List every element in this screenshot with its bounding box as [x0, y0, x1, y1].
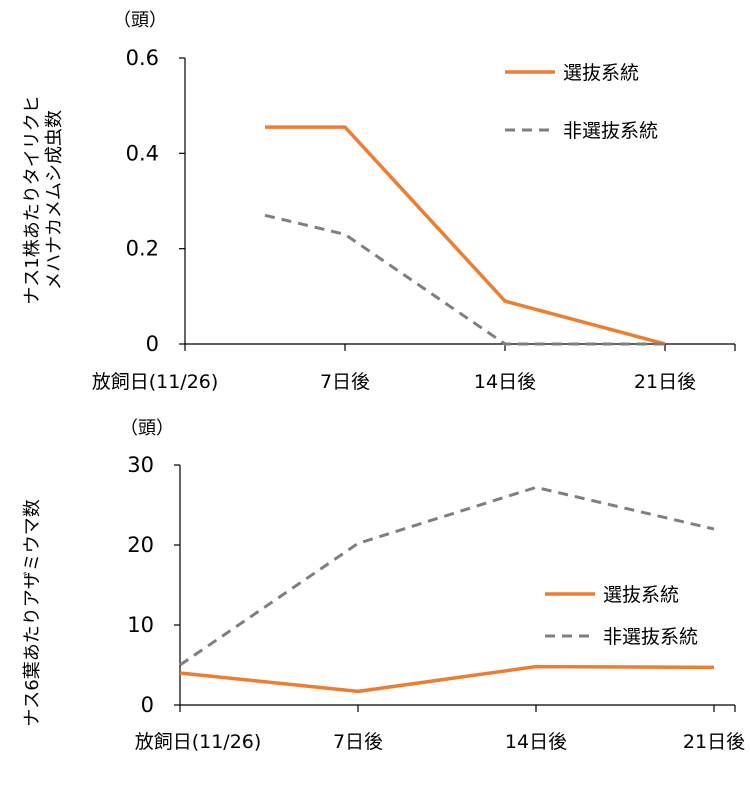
x-tick-label: 21日後 — [683, 731, 745, 753]
chart-1: 0 0.2 0.4 0.6 放飼日(11/26) 7日後 14日後 21日後 （頭） ナス1株あた… — [22, 10, 736, 393]
y-tick-label: 10 — [127, 613, 154, 637]
y-tick-label: 20 — [127, 533, 154, 557]
legend-label: 選抜系統 — [563, 62, 639, 84]
legend-label: 非選抜系統 — [603, 626, 698, 648]
y-axis-title: ナス6葉あたりアザミウマ数 — [22, 499, 43, 726]
y-tick-label: 0 — [146, 332, 159, 356]
series-line-1 — [179, 664, 715, 694]
y-axis-title: メハナカメムシ成虫数 — [44, 110, 65, 290]
series-line-1 — [265, 125, 666, 346]
x-tick-label: 放飼日(11/26) — [135, 731, 262, 753]
series-line-2 — [179, 485, 715, 667]
y-tick-label: 0 — [141, 693, 154, 717]
legend-label: 非選抜系統 — [563, 120, 658, 142]
y-tick-label: 30 — [127, 453, 154, 477]
x-tick-label: 21日後 — [634, 371, 696, 393]
x-tick-label: 7日後 — [320, 371, 370, 393]
y-unit-label: （頭） — [113, 10, 167, 31]
y-tick-label: 0.6 — [126, 46, 159, 70]
y-axis-title: ナス1株あたりタイリクヒ — [22, 95, 43, 304]
y-tick-label: 0.4 — [126, 141, 159, 165]
legend-label: 選抜系統 — [603, 584, 679, 606]
x-tick-label: 放飼日(11/26) — [92, 371, 219, 393]
y-unit-label: （頭） — [120, 418, 174, 439]
x-tick-label: 14日後 — [474, 371, 536, 393]
y-tick-label: 0.2 — [126, 237, 159, 261]
series-line-2 — [264, 213, 665, 346]
x-tick-label: 14日後 — [505, 731, 567, 753]
x-tick-label: 7日後 — [333, 731, 383, 753]
chart-2: 0 10 20 30 放飼日(11/26) 7日後 14日後 21日後 （頭） ナス6葉あたりアザ… — [22, 418, 745, 753]
